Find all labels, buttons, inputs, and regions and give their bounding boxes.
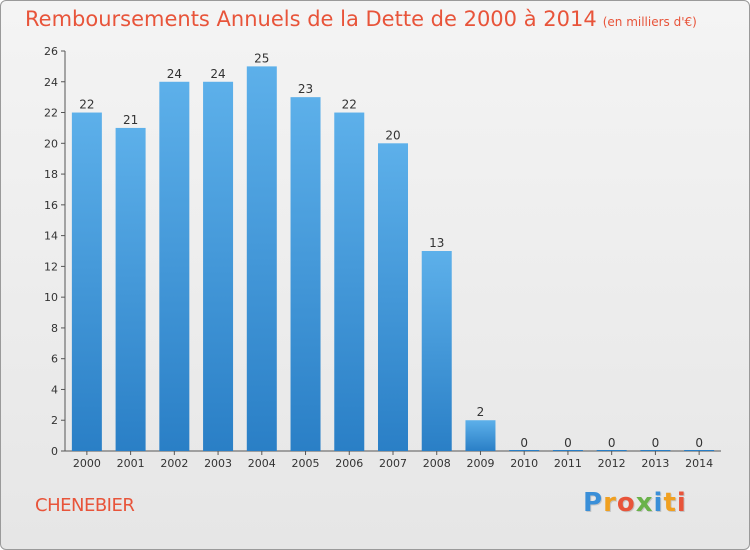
logo-letter: i <box>676 488 687 518</box>
logo-letter: o <box>616 488 636 518</box>
bar-2004 <box>246 66 277 451</box>
bar-value-label: 22 <box>342 98 357 112</box>
x-tick-label: 2005 <box>292 457 320 470</box>
commune-name: CHENEBIER <box>35 495 135 516</box>
x-tick-label: 2014 <box>685 457 713 470</box>
chart-title-text: Remboursements Annuels de la Dette de 20… <box>25 7 597 31</box>
y-tick-label: 4 <box>51 383 58 396</box>
x-tick-label: 2013 <box>641 457 669 470</box>
bar-2002 <box>159 81 190 452</box>
bar-2000 <box>71 112 102 452</box>
x-tick-label: 2004 <box>248 457 276 470</box>
y-tick-label: 10 <box>44 291 58 304</box>
bar-value-label: 21 <box>123 113 138 127</box>
y-tick-label: 6 <box>51 353 58 366</box>
x-tick-label: 2000 <box>73 457 101 470</box>
bar-value-label: 2 <box>477 405 485 419</box>
bar-value-label: 0 <box>608 436 616 450</box>
bar-value-label: 23 <box>298 82 313 96</box>
y-tick-label: 12 <box>44 260 58 273</box>
bar-2006 <box>334 112 365 452</box>
bar-2008 <box>421 251 452 451</box>
x-tick-label: 2009 <box>466 457 494 470</box>
chart-title: Remboursements Annuels de la Dette de 20… <box>25 7 697 31</box>
y-tick-label: 18 <box>44 168 58 181</box>
y-tick-label: 16 <box>44 199 58 212</box>
bar-2005 <box>290 97 321 452</box>
bar-value-label: 22 <box>79 98 94 112</box>
bar-value-label: 0 <box>652 436 660 450</box>
bar-value-label: 0 <box>695 436 703 450</box>
bar-value-label: 24 <box>167 67 182 81</box>
bar-value-label: 24 <box>210 67 225 81</box>
bar-value-label: 20 <box>385 128 400 142</box>
bar-2003 <box>203 81 234 452</box>
bar-2007 <box>378 143 408 452</box>
x-tick-label: 2003 <box>204 457 232 470</box>
y-tick-label: 8 <box>51 322 58 335</box>
y-tick-label: 20 <box>44 137 58 150</box>
y-tick-label: 2 <box>51 414 58 427</box>
x-tick-label: 2007 <box>379 457 407 470</box>
logo-letter: t <box>663 488 677 518</box>
y-tick-label: 26 <box>44 45 58 58</box>
x-tick-label: 2008 <box>423 457 451 470</box>
y-tick-label: 24 <box>44 76 58 89</box>
x-tick-label: 2002 <box>160 457 188 470</box>
x-tick-label: 2012 <box>598 457 626 470</box>
x-tick-label: 2006 <box>335 457 363 470</box>
logo-letter: r <box>603 488 617 518</box>
logo-letter: P <box>583 488 604 518</box>
logo-letter: i <box>653 488 664 518</box>
bar-2009 <box>465 420 496 451</box>
bar-value-label: 25 <box>254 51 269 65</box>
x-axis-labels: 2000 2001 2002 2003 2004 2005 2006 2007 2008 2009… <box>73 451 713 470</box>
logo-letter: x <box>635 488 654 518</box>
bar-value-label: 0 <box>564 436 572 450</box>
x-tick-label: 2011 <box>554 457 582 470</box>
x-tick-label: 2010 <box>510 457 538 470</box>
y-tick-label: 0 <box>51 445 58 458</box>
x-tick-label: 2001 <box>117 457 145 470</box>
bar-value-label: 13 <box>429 236 444 250</box>
chart-subtitle: (en milliers d'€) <box>602 15 697 29</box>
y-tick-label: 14 <box>44 230 58 243</box>
y-tick-label: 22 <box>44 107 58 120</box>
bar-value-label: 0 <box>520 436 528 450</box>
bar-2001 <box>115 127 146 451</box>
proxiti-logo: Proxiti <box>583 488 687 518</box>
